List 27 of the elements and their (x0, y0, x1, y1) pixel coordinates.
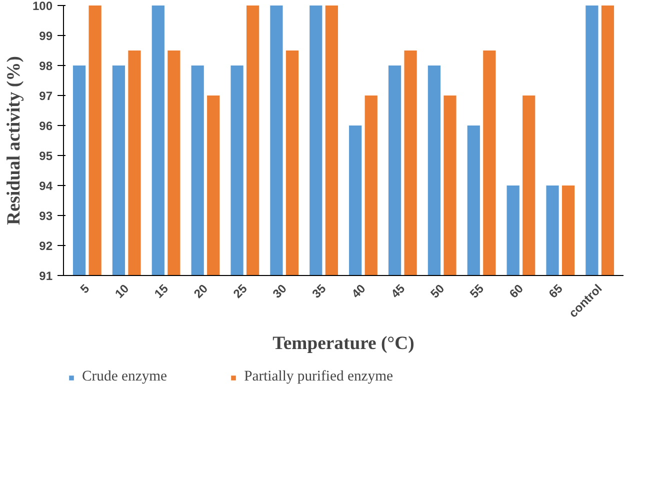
y-tick-label: 100 (32, 0, 53, 13)
x-tick-label: 25 (230, 281, 250, 301)
x-tick-label: 45 (388, 281, 408, 301)
x-tick-label: 50 (428, 281, 448, 301)
y-tick-label: 95 (39, 149, 53, 163)
y-tick-label: 92 (39, 239, 53, 253)
y-tick-label: 96 (39, 119, 53, 133)
y-tick-label: 97 (39, 89, 53, 103)
x-tick-label: 5 (77, 281, 92, 296)
x-tick-label: 35 (309, 281, 329, 301)
x-tick-label: 65 (546, 281, 566, 301)
x-tick-label: 40 (348, 281, 368, 301)
x-tick-label: 15 (152, 281, 172, 301)
legend-label: Partially purified enzyme (244, 368, 394, 386)
x-tick-label: 20 (191, 281, 211, 301)
x-axis-title: Temperature (°C) (272, 333, 414, 354)
y-tick-label: 99 (39, 29, 53, 43)
legend-label: Crude enzyme (82, 368, 168, 386)
y-tick-label: 93 (39, 209, 53, 223)
x-tick-label: 30 (270, 281, 290, 301)
y-axis-title: Residual activity (%) (3, 56, 24, 225)
x-tick-label: 55 (467, 281, 487, 301)
x-tick-label: 60 (506, 281, 526, 301)
y-tick-label: 94 (39, 179, 53, 193)
y-tick-label: 91 (39, 269, 53, 283)
x-tick-label: 10 (112, 281, 132, 301)
y-tick-label: 98 (39, 59, 53, 73)
